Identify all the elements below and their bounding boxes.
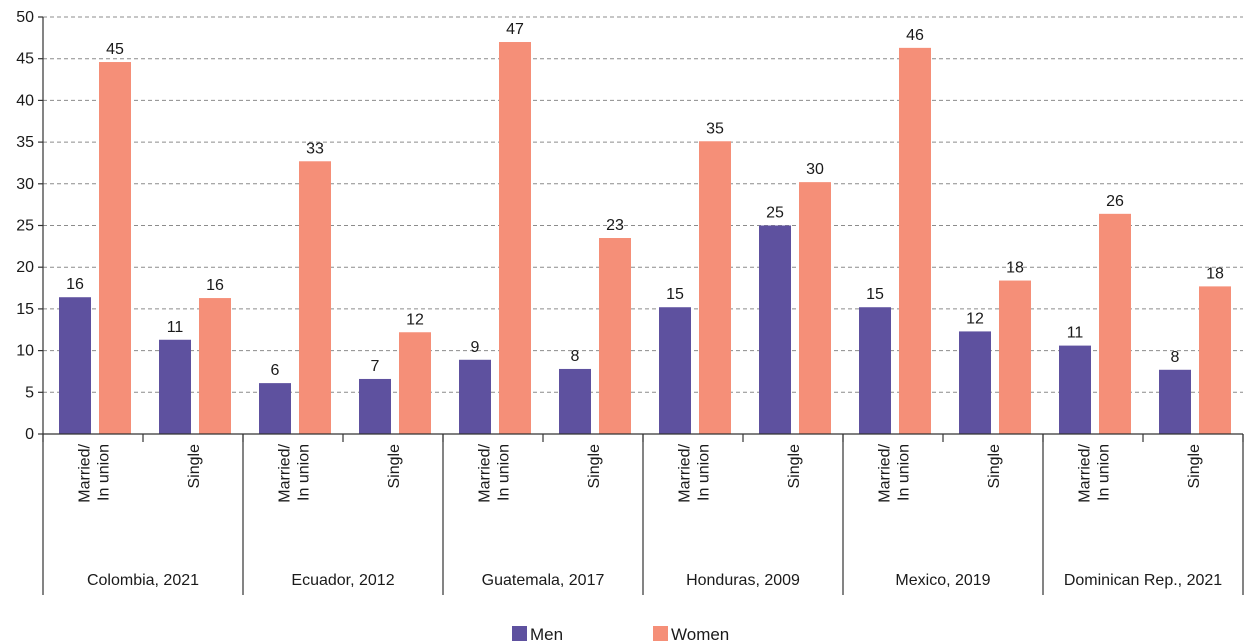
y-tick-label: 35 — [16, 134, 34, 151]
legend-swatch-women — [653, 626, 668, 641]
y-tick-label: 20 — [16, 259, 34, 276]
data-label-women: 18 — [1006, 260, 1024, 277]
data-label-women: 30 — [806, 161, 824, 178]
gridlines — [43, 16, 1243, 393]
bar-men — [59, 297, 91, 434]
data-label-women: 35 — [706, 120, 724, 137]
bar-women — [199, 298, 231, 434]
data-label-women: 47 — [506, 21, 524, 38]
category-label: Married/In union — [1077, 443, 1113, 502]
data-label-men: 15 — [666, 286, 684, 303]
bar-men — [659, 307, 691, 434]
data-label-men: 8 — [571, 348, 580, 365]
group-label: Mexico, 2019 — [895, 572, 990, 589]
group-label: Ecuador, 2012 — [291, 572, 394, 589]
category-label: Single — [586, 444, 603, 489]
data-label-women: 16 — [206, 277, 224, 294]
category-label: Single — [186, 444, 203, 489]
y-tick-label: 15 — [16, 301, 34, 318]
y-tick-label: 0 — [25, 426, 34, 443]
bar-women — [499, 42, 531, 435]
bar-women — [899, 47, 931, 434]
legend-label-men: Men — [530, 625, 563, 643]
category-label: Married/In union — [877, 443, 913, 502]
data-label-men: 6 — [271, 362, 280, 379]
bar-men — [559, 368, 591, 434]
data-label-men: 9 — [471, 339, 480, 356]
group-label: Guatemala, 2017 — [482, 572, 605, 589]
legend-swatch-men — [512, 626, 527, 641]
bar-women — [699, 141, 731, 435]
group-label: Honduras, 2009 — [686, 572, 800, 589]
data-labels: 16 11 6 7 9 8 15 25 15 12 11 8 45 16 33 12 47 23 35 30 46 18 2… — [66, 21, 1224, 379]
bar-men — [259, 383, 291, 434]
data-label-men: 11 — [167, 319, 184, 336]
bar-women — [299, 161, 331, 435]
bar-women — [599, 238, 631, 434]
x-axis: Married/In union Single Married/In union Si… — [42, 433, 1244, 595]
category-label: Single — [386, 444, 403, 489]
data-label-women: 26 — [1106, 193, 1124, 210]
category-label: Single — [786, 444, 803, 489]
y-tick-label: 10 — [16, 343, 34, 360]
data-label-men: 16 — [66, 276, 84, 293]
data-label-women: 33 — [306, 140, 324, 157]
legend-label-women: Women — [671, 625, 729, 643]
category-label: Married/In union — [77, 443, 113, 502]
data-label-women: 23 — [606, 217, 624, 234]
data-label-men: 15 — [866, 286, 884, 303]
data-label-men: 25 — [766, 205, 784, 222]
y-tick-label: 25 — [16, 218, 34, 235]
y-tick-label: 40 — [16, 92, 34, 109]
category-label: Married/In union — [677, 443, 713, 502]
bars — [59, 42, 1231, 435]
y-tick-label: 30 — [16, 176, 34, 193]
bar-women — [999, 280, 1031, 434]
category-label: Married/In union — [277, 443, 313, 502]
data-label-men: 8 — [1171, 349, 1180, 366]
bar-women — [1099, 213, 1131, 434]
bar-women — [399, 332, 431, 434]
bar-men — [159, 339, 191, 434]
bar-women — [99, 62, 131, 434]
data-label-women: 18 — [1206, 265, 1224, 282]
bar-women — [799, 182, 831, 434]
bar-men — [859, 307, 891, 434]
category-label: Married/In union — [477, 443, 513, 502]
bar-men — [1159, 369, 1191, 434]
legend: Men Women — [512, 625, 729, 643]
category-label: Single — [1186, 444, 1203, 489]
data-label-women: 12 — [406, 311, 424, 328]
group-label: Dominican Rep., 2021 — [1064, 572, 1222, 589]
bar-men — [759, 225, 791, 434]
data-label-women: 46 — [906, 27, 924, 44]
bar-men — [959, 331, 991, 434]
data-label-men: 7 — [371, 358, 380, 375]
bar-men — [359, 378, 391, 434]
y-tick-label: 5 — [25, 384, 34, 401]
category-label: Single — [986, 444, 1003, 489]
bar-men — [459, 359, 491, 434]
y-tick-label: 50 — [16, 9, 34, 26]
bar-women — [1199, 286, 1231, 434]
y-axis: 0 5 10 15 20 25 30 35 40 45 50 — [16, 9, 44, 443]
group-label: Colombia, 2021 — [87, 572, 199, 589]
bar-men — [1059, 345, 1091, 434]
data-label-women: 45 — [106, 41, 124, 58]
data-label-men: 11 — [1067, 325, 1084, 342]
y-tick-label: 45 — [16, 51, 34, 68]
data-label-men: 12 — [966, 310, 984, 327]
